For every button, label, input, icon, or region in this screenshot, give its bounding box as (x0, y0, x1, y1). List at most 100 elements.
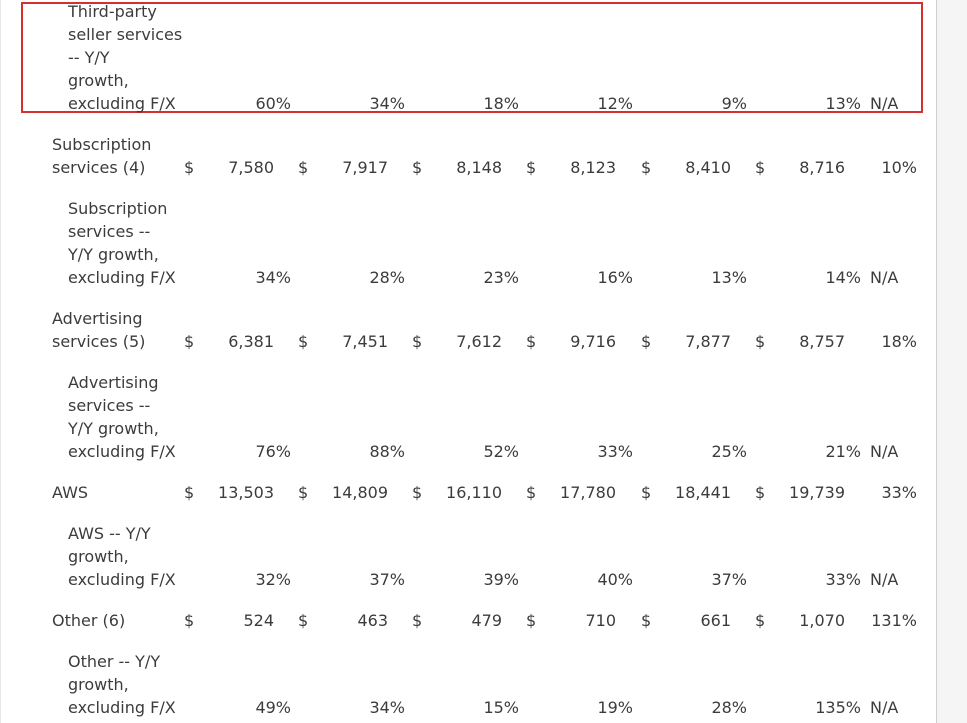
change-value: N/A (870, 570, 899, 589)
cell-value: 37% (369, 570, 405, 589)
cell-value: 7,451 (342, 332, 388, 351)
cell-value: 60% (255, 94, 291, 113)
cell-value: 25% (711, 442, 747, 461)
cell-value: 8,410 (685, 158, 731, 177)
row-label-line: services -- (68, 222, 151, 241)
currency-symbol: $ (755, 611, 766, 630)
currency-symbol: $ (184, 483, 195, 502)
row-label-line: Advertising (52, 309, 143, 328)
currency-symbol: $ (526, 611, 537, 630)
cell-value: 6,381 (228, 332, 274, 351)
cell-value: 7,580 (228, 158, 274, 177)
cell-value: 12% (597, 94, 633, 113)
cell-value: 19,739 (789, 483, 845, 502)
cell-value: 479 (471, 611, 502, 630)
change-value: 18% (881, 332, 917, 351)
cell-value: 524 (243, 611, 274, 630)
cell-value: 661 (700, 611, 731, 630)
currency-symbol: $ (755, 332, 766, 351)
row-label-line: AWS -- Y/Y (68, 524, 151, 543)
row-label-line: Third-party (68, 2, 157, 21)
cell-value: 52% (483, 442, 519, 461)
currency-symbol: $ (184, 611, 195, 630)
change-value: 33% (881, 483, 917, 502)
cell-value: 9% (721, 94, 747, 113)
cell-value: 17,780 (560, 483, 616, 502)
cell-value: 13% (711, 268, 747, 287)
cell-value: 88% (369, 442, 405, 461)
change-value: 10% (881, 158, 917, 177)
currency-symbol: $ (641, 611, 652, 630)
cell-value: 16,110 (446, 483, 502, 502)
cell-value: 76% (255, 442, 291, 461)
row-label-line: excluding F/X (68, 268, 176, 287)
cell-value: 8,148 (456, 158, 502, 177)
cell-value: 16% (597, 268, 633, 287)
cell-value: 33% (597, 442, 633, 461)
currency-symbol: $ (184, 332, 195, 351)
cell-value: 15% (483, 698, 519, 717)
cell-value: 710 (585, 611, 616, 630)
row-label-line: services (4) (52, 158, 146, 177)
currency-symbol: $ (526, 158, 537, 177)
row-label-line: Y/Y growth, (68, 419, 159, 438)
row-label-line: excluding F/X (68, 570, 176, 589)
cell-value: 7,877 (685, 332, 731, 351)
row-label-line: excluding F/X (68, 698, 176, 717)
cell-value: 14,809 (332, 483, 388, 502)
cell-value: 8,123 (570, 158, 616, 177)
currency-symbol: $ (526, 332, 537, 351)
cell-value: 23% (483, 268, 519, 287)
row-label-line: excluding F/X (68, 442, 176, 461)
currency-symbol: $ (755, 483, 766, 502)
cell-value: 7,612 (456, 332, 502, 351)
row-label-line: -- Y/Y (68, 48, 110, 67)
cell-value: 1,070 (799, 611, 845, 630)
cell-value: 18% (483, 94, 519, 113)
cell-value: 28% (369, 268, 405, 287)
cell-value: 49% (255, 698, 291, 717)
cell-value: 13% (825, 94, 861, 113)
currency-symbol: $ (526, 483, 537, 502)
currency-symbol: $ (184, 158, 195, 177)
row-label-line: Other (6) (52, 611, 126, 630)
currency-symbol: $ (298, 611, 309, 630)
highlight-selection-box (21, 2, 923, 113)
currency-symbol: $ (298, 158, 309, 177)
change-value: N/A (870, 698, 899, 717)
row-label-line: AWS (52, 483, 89, 502)
cell-value: 28% (711, 698, 747, 717)
row-label-line: growth, (68, 547, 129, 566)
cell-value: 34% (369, 94, 405, 113)
row-label-line: Subscription (52, 135, 152, 154)
change-value: N/A (870, 442, 899, 461)
row-label-line: Advertising (68, 373, 159, 392)
change-value: N/A (870, 268, 899, 287)
cell-value: 37% (711, 570, 747, 589)
cell-value: 34% (255, 268, 291, 287)
cell-value: 463 (357, 611, 388, 630)
currency-symbol: $ (412, 332, 423, 351)
currency-symbol: $ (412, 611, 423, 630)
cell-value: 8,716 (799, 158, 845, 177)
cell-value: 14% (825, 268, 861, 287)
scrollbar-gutter[interactable] (937, 0, 967, 723)
currency-symbol: $ (641, 158, 652, 177)
currency-symbol: $ (412, 158, 423, 177)
cell-value: 13,503 (218, 483, 274, 502)
cell-value: 18,441 (675, 483, 731, 502)
row-label-line: Other -- Y/Y (68, 652, 161, 671)
row-label-line: services (5) (52, 332, 146, 351)
row-label-line: growth, (68, 71, 129, 90)
currency-symbol: $ (755, 158, 766, 177)
row-label-line: Subscription (68, 199, 168, 218)
cell-value: 135% (815, 698, 861, 717)
row-label-line: growth, (68, 675, 129, 694)
document-page: Third-party seller services -- Y/Y growt… (0, 0, 937, 723)
currency-symbol: $ (641, 483, 652, 502)
currency-symbol: $ (641, 332, 652, 351)
cell-value: 33% (825, 570, 861, 589)
row-label-line: seller services (68, 25, 183, 44)
cell-value: 19% (597, 698, 633, 717)
cell-value: 21% (825, 442, 861, 461)
